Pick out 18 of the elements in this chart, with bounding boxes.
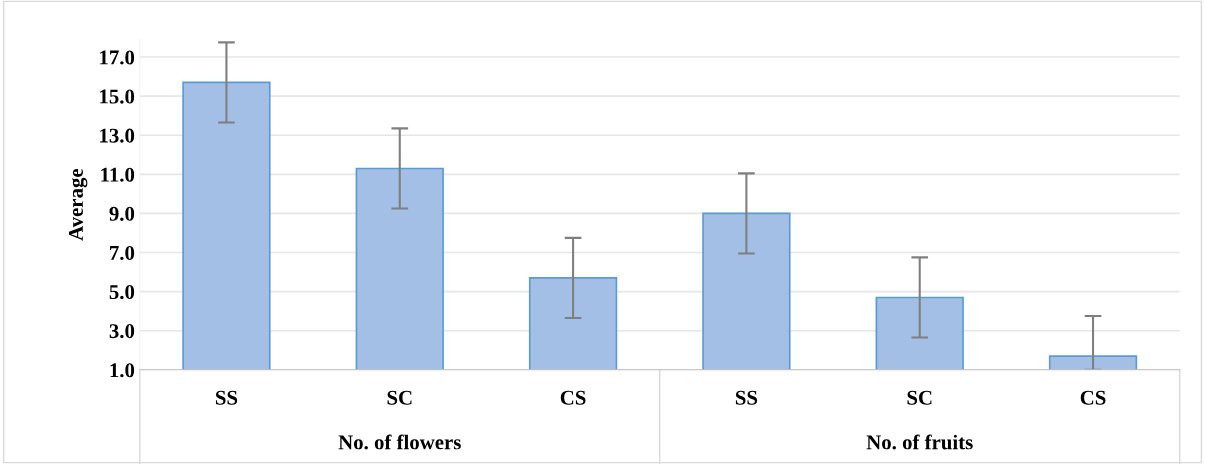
y-tick-label: 9.0	[109, 206, 135, 221]
x-tick-label: CS	[560, 390, 586, 405]
text: No. of fruits	[866, 434, 973, 450]
y-tick-label: 11.0	[101, 167, 135, 182]
y-tick-label: 3.0	[109, 324, 135, 339]
y-tick-label: 17.0	[100, 50, 135, 65]
y-tick-label: 13.0	[100, 128, 135, 143]
x-tick-label: SS	[735, 390, 758, 405]
x-tick-label: SC	[907, 390, 932, 405]
y-tick-label: 5.0	[109, 284, 135, 300]
y-axis-title: Average	[69, 168, 88, 241]
x-tick-label: SS	[215, 390, 238, 405]
x-tick-label: CS	[1080, 390, 1106, 405]
text: No. of flowers	[338, 434, 461, 450]
y-tick-label: 1.0	[110, 363, 135, 378]
x-tick-label: SC	[387, 390, 412, 405]
y-tick-label: 15.0	[100, 89, 135, 104]
y-tick-label: 7.0	[110, 245, 135, 261]
